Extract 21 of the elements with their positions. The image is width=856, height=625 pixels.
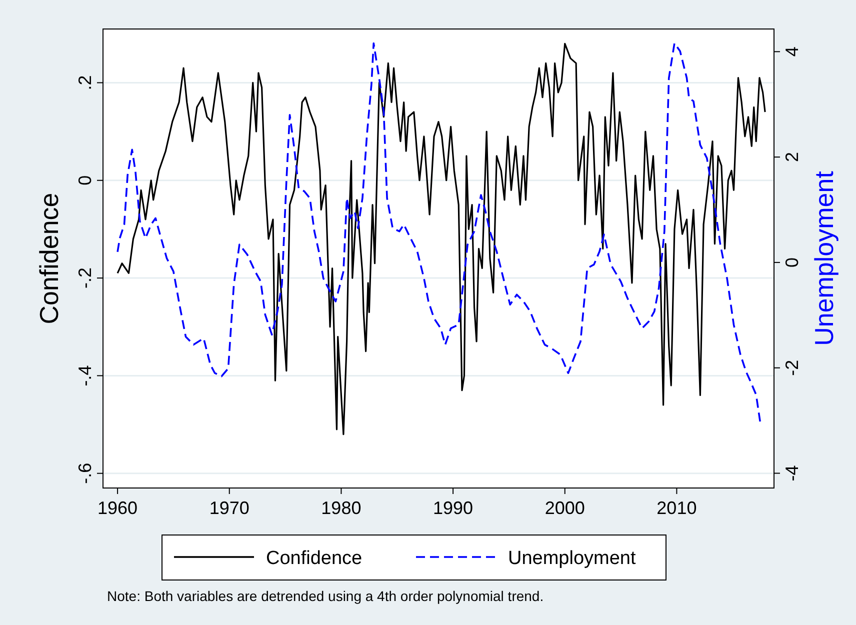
x-tick-label: 2010 (656, 498, 697, 518)
y2-axis-title: Unemployment (809, 170, 839, 346)
y-tick-label: 0 (75, 175, 95, 186)
x-tick-label: 2000 (544, 498, 585, 518)
legend-label: Confidence (266, 548, 362, 569)
y-tick-label: -.4 (75, 365, 95, 386)
y2-tick-label: 2 (782, 152, 802, 162)
x-tick-label: 1970 (209, 498, 250, 518)
y-tick-label: -.2 (75, 268, 95, 289)
y-tick-label: .2 (75, 75, 95, 90)
legend-label: Unemployment (508, 548, 636, 569)
y-axis-title: Confidence (34, 192, 64, 324)
text: Note: Both variables are detrended using a 4th order polynomial trend. (107, 588, 544, 604)
x-tick-label: 1960 (98, 498, 138, 518)
y2-tick-label: 4 (782, 46, 802, 57)
y2-tick-label: 0 (782, 257, 802, 268)
y2-tick-label: -4 (782, 465, 802, 482)
x-tick-label: 1990 (433, 498, 474, 518)
y2-tick-label: -2 (782, 360, 802, 376)
y-tick-label: -.6 (75, 462, 95, 484)
x-tick-label: 1980 (321, 498, 362, 518)
